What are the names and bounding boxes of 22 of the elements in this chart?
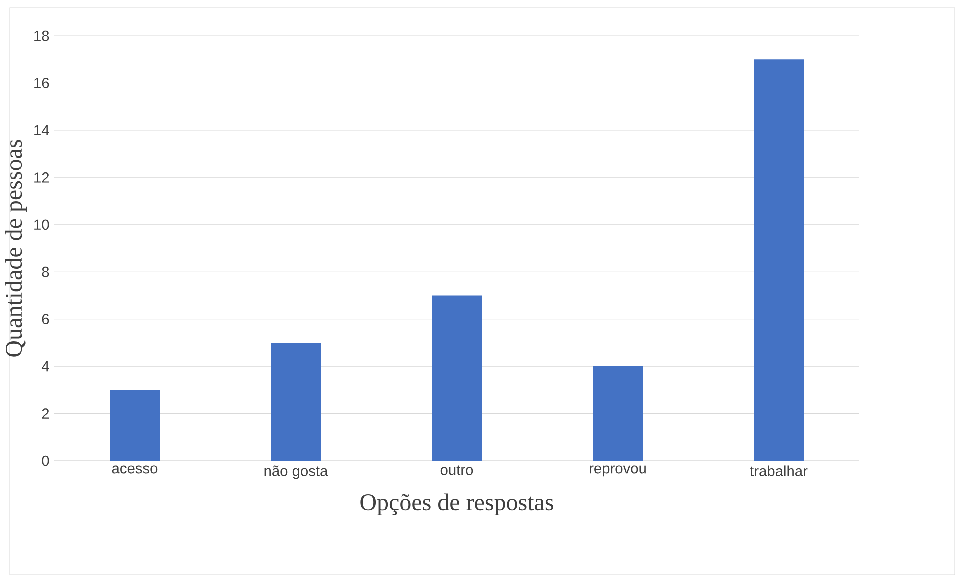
- bar: [432, 296, 482, 461]
- bar: [271, 342, 322, 461]
- x-tick-label: acesso: [112, 466, 158, 474]
- y-tick-label: 8: [42, 266, 50, 278]
- bar: [593, 366, 643, 461]
- x-tick-label: outro: [440, 466, 474, 476]
- y-tick-label: 6: [42, 314, 50, 325]
- y-tick-label: 12: [34, 172, 50, 183]
- bar: [110, 390, 160, 461]
- y-axis-title: Quantidade de pessoas: [5, 140, 27, 357]
- y-tick-label: 16: [34, 78, 50, 88]
- y-tick-label: 2: [42, 408, 50, 419]
- x-tick-label: reprovou: [590, 466, 646, 477]
- y-tick-label: 0: [42, 456, 50, 466]
- y-tick-label: 4: [42, 362, 50, 372]
- y-tick-label: 18: [34, 30, 50, 42]
- x-axis-title: Opções de respostas: [360, 494, 554, 516]
- x-tick-label: não gosta: [264, 466, 328, 480]
- x-tick-label: trabalhar: [750, 466, 808, 476]
- bar: [754, 60, 804, 461]
- y-tick-label: 10: [34, 220, 50, 230]
- y-tick-label: 14: [34, 125, 50, 136]
